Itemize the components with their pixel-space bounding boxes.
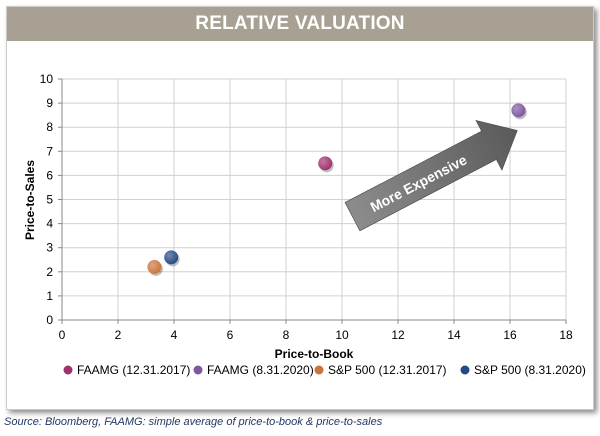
legend-item: S&P 500 (12.31.2017) — [314, 363, 447, 377]
source-note: Source: Bloomberg, FAAMG: simple average… — [4, 416, 383, 428]
legend-label: S&P 500 (12.31.2017) — [328, 363, 447, 377]
legend-item: FAAMG (8.31.2020) — [193, 363, 314, 377]
legend-item: S&P 500 (8.31.2020) — [460, 363, 586, 377]
x-tick-label: 10 — [335, 328, 349, 342]
y-tick-labels: 0 1 2 3 4 5 6 7 8 9 10 — [40, 72, 54, 327]
title-banner: RELATIVE VALUATION — [7, 7, 593, 41]
chart-title: RELATIVE VALUATION — [195, 13, 405, 34]
x-tick-labels: 0 2 4 6 8 10 12 14 16 18 — [59, 328, 573, 342]
y-tick-label: 7 — [46, 144, 53, 158]
y-tick-label: 3 — [46, 241, 53, 255]
legend-item: FAAMG (12.31.2017) — [63, 363, 190, 377]
x-tick-label: 0 — [59, 328, 66, 342]
legend-marker — [314, 365, 324, 375]
y-tick-label: 2 — [46, 265, 53, 279]
y-axis-label: Price-to-Sales — [23, 160, 37, 240]
chart-legend: FAAMG (12.31.2017) FAAMG (8.31.2020) S&P 5… — [63, 363, 586, 377]
legend-marker — [63, 365, 73, 375]
y-tick-label: 1 — [46, 289, 53, 303]
legend-label: FAAMG (8.31.2020) — [207, 363, 314, 377]
y-tick-label: 9 — [46, 96, 53, 110]
x-tick-label: 18 — [559, 328, 573, 342]
legend-label: S&P 500 (8.31.2020) — [474, 363, 586, 377]
data-point — [318, 156, 334, 173]
legend-marker — [193, 365, 203, 375]
data-point — [511, 103, 527, 120]
plot-grid — [62, 78, 567, 320]
chart-frame: RELATIVE VALUATION — [6, 6, 594, 410]
y-tick-label: 6 — [46, 168, 53, 182]
data-points — [147, 103, 527, 276]
y-tick-label: 10 — [40, 72, 54, 86]
legend-marker — [460, 365, 470, 375]
y-tick-label: 8 — [46, 120, 53, 134]
legend-label: FAAMG (12.31.2017) — [77, 363, 190, 377]
x-tick-label: 14 — [447, 328, 461, 342]
x-tick-label: 12 — [391, 328, 405, 342]
plot-axes — [58, 78, 567, 324]
y-tick-label: 5 — [46, 193, 53, 207]
more-expensive-arrow: More Expensive — [344, 120, 518, 232]
x-tick-label: 4 — [171, 328, 178, 342]
x-axis-label: Price-to-Book — [275, 347, 354, 361]
data-point — [164, 250, 180, 267]
y-tick-label: 0 — [46, 313, 53, 327]
x-tick-label: 2 — [115, 328, 122, 342]
y-tick-label: 4 — [46, 217, 53, 231]
x-tick-label: 6 — [227, 328, 234, 342]
x-tick-label: 8 — [283, 328, 290, 342]
x-tick-label: 16 — [503, 328, 517, 342]
data-point — [147, 259, 163, 276]
